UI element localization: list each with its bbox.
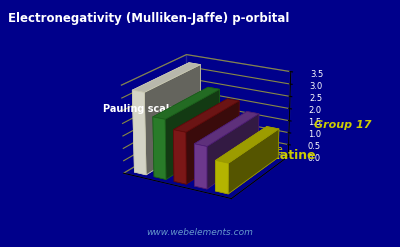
- Text: www.webelements.com: www.webelements.com: [146, 228, 254, 237]
- Text: Electronegativity (Mulliken-Jaffe) p-orbital: Electronegativity (Mulliken-Jaffe) p-orb…: [8, 12, 289, 25]
